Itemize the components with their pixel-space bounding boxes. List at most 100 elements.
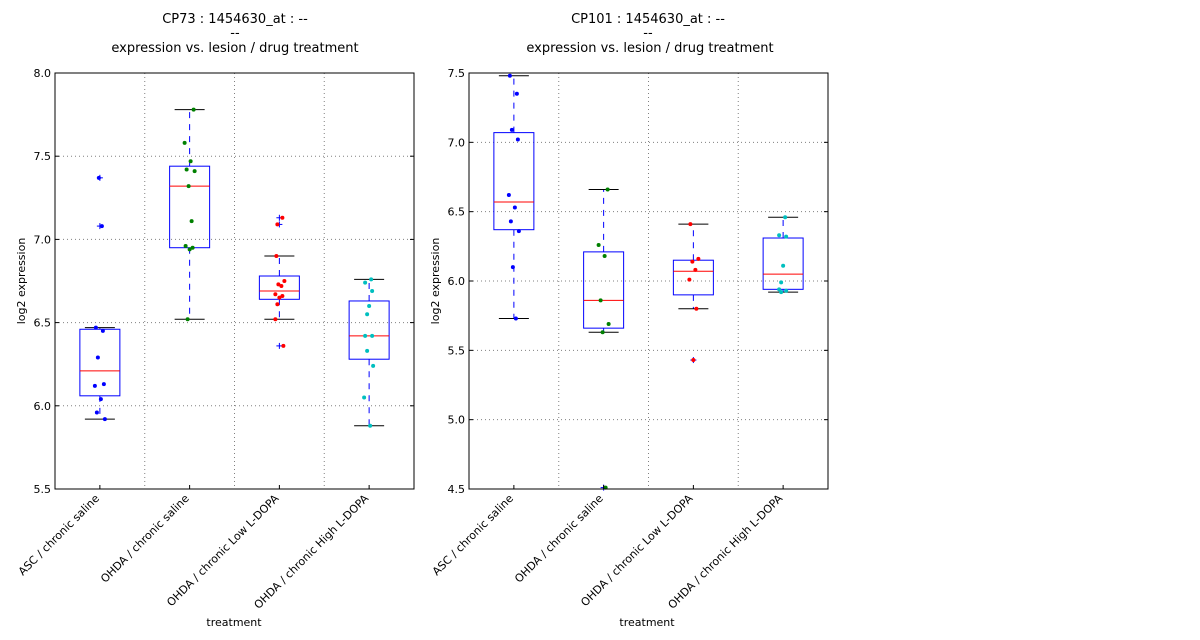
data-point (99, 224, 104, 229)
chart-cp101: CP101 : 1454630_at : -- -- expression vs… (429, 12, 829, 629)
data-point (514, 91, 519, 96)
data-point (777, 287, 782, 292)
data-point (783, 215, 788, 220)
data-point (512, 205, 517, 210)
data-point (369, 277, 374, 282)
x-axis-label: treatment (619, 616, 675, 629)
box-group (672, 222, 714, 364)
data-point (777, 233, 782, 238)
y-tick-label: 6.5 (34, 317, 52, 330)
data-point (184, 167, 189, 172)
y-tick-label: 5.5 (34, 483, 52, 496)
plot-frame (54, 72, 415, 490)
data-point (100, 328, 105, 333)
data-point (274, 254, 279, 259)
data-point (280, 293, 285, 298)
chart-title-line-3: expression vs. lesion / drug treatment (111, 41, 358, 56)
data-point (363, 333, 368, 338)
data-point (192, 169, 197, 174)
y-tick-label: 8.0 (34, 67, 52, 80)
box-iqr (762, 237, 804, 290)
y-tick-label: 6.0 (448, 275, 466, 288)
y-tick-label: 5.0 (448, 414, 466, 427)
box-group (169, 107, 211, 322)
data-point (606, 321, 611, 326)
data-point (781, 263, 786, 268)
y-tick-label: 7.5 (448, 67, 466, 80)
y-axis-label: log2 expression (429, 238, 442, 325)
y-tick-label: 4.5 (448, 483, 466, 496)
data-point (779, 290, 784, 295)
data-point (509, 127, 514, 132)
chart-title-line-1: CP101 : 1454630_at : -- (571, 12, 725, 27)
data-point (598, 298, 603, 303)
y-axis-label: log2 expression (15, 238, 28, 325)
data-point (273, 292, 278, 297)
data-point (367, 303, 372, 308)
box-group (762, 215, 804, 295)
chart-title-line-1: CP73 : 1454630_at : -- (162, 12, 308, 27)
data-point (102, 417, 107, 422)
data-point (691, 358, 696, 363)
data-point (188, 159, 193, 164)
data-point (508, 219, 513, 224)
box-group (79, 174, 121, 422)
data-point (513, 316, 518, 321)
box-group (583, 187, 625, 491)
box-iqr (348, 300, 390, 360)
y-tick-label: 6.5 (448, 206, 466, 219)
data-point (370, 288, 375, 293)
data-point (281, 343, 286, 348)
data-point (92, 383, 97, 388)
chart-title-line-2: -- (230, 26, 240, 41)
data-point (510, 265, 515, 270)
chart-cp73: CP73 : 1454630_at : -- -- expression vs.… (15, 12, 415, 629)
data-point (363, 280, 368, 285)
x-tick-label: OHDA / chronic saline (512, 492, 606, 586)
box-group (258, 214, 300, 349)
data-point (190, 245, 195, 250)
data-point (93, 325, 98, 330)
data-point (693, 267, 698, 272)
data-point (687, 277, 692, 282)
y-tick-label: 7.0 (34, 233, 52, 246)
data-point (600, 330, 605, 335)
x-tick-label: ASC / chronic saline (16, 492, 102, 578)
box-iqr (672, 259, 714, 296)
data-point (187, 247, 192, 252)
data-point (101, 382, 106, 387)
data-point (279, 283, 284, 288)
data-point (368, 423, 373, 428)
plot-frame (468, 72, 829, 490)
box-iqr (493, 132, 535, 231)
data-point (605, 187, 610, 192)
box-iqr (583, 251, 625, 329)
data-point (696, 256, 701, 261)
data-point (277, 295, 282, 300)
box-iqr (169, 165, 211, 249)
data-point (98, 397, 103, 402)
y-tick-label: 6.0 (34, 400, 52, 413)
data-point (186, 184, 191, 189)
data-point (94, 410, 99, 415)
data-point (507, 73, 512, 78)
x-axis-label: treatment (206, 616, 262, 629)
data-point (688, 222, 693, 227)
data-point (516, 229, 521, 234)
data-point (370, 333, 375, 338)
data-point (365, 348, 370, 353)
chart-title-line-2: -- (643, 26, 653, 41)
data-point (371, 363, 376, 368)
box-group (348, 277, 390, 428)
data-point (276, 282, 281, 287)
data-point (275, 222, 280, 227)
data-point (596, 242, 601, 247)
data-point (95, 355, 100, 360)
data-point (365, 312, 370, 317)
data-point (694, 306, 699, 311)
data-point (515, 137, 520, 142)
data-point (784, 288, 789, 293)
y-tick-label: 7.5 (34, 150, 52, 163)
box-iqr (79, 328, 121, 397)
